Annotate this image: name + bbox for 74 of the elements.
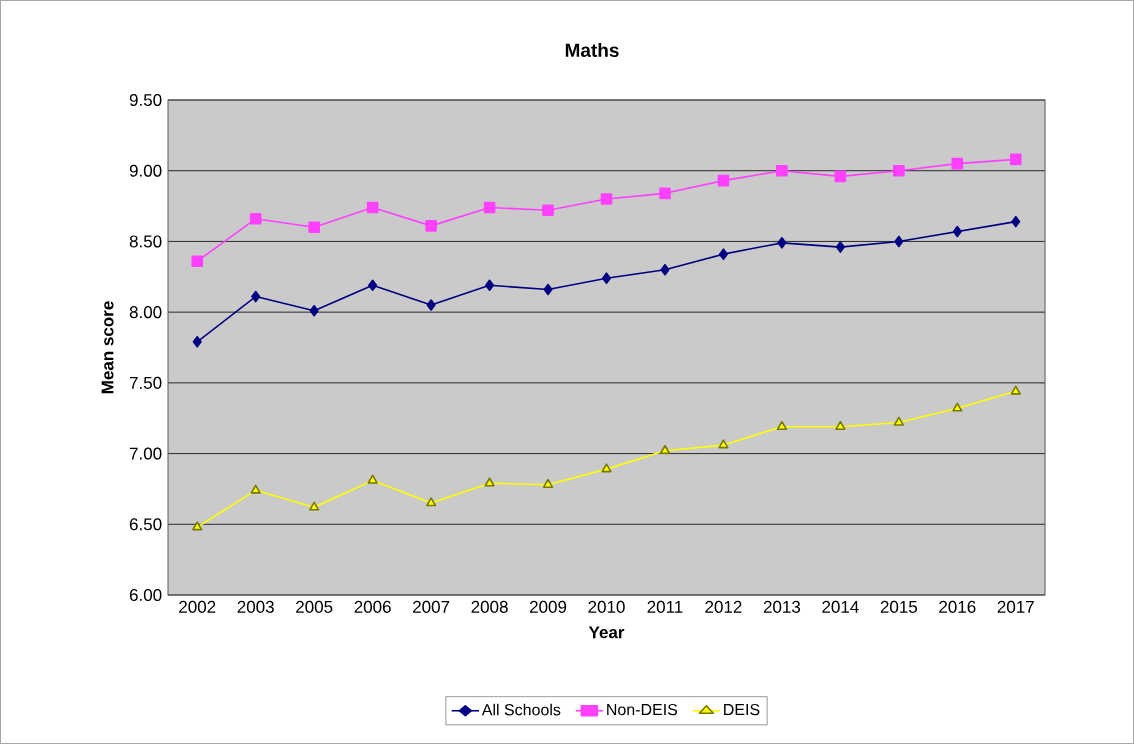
point bbox=[1010, 385, 1021, 395]
y-tick-label: 6.00 bbox=[129, 588, 162, 602]
point bbox=[309, 501, 320, 511]
point bbox=[601, 272, 612, 284]
point bbox=[543, 283, 553, 296]
y-tick-label: 9.00 bbox=[129, 164, 162, 177]
point bbox=[659, 187, 671, 200]
point bbox=[1011, 215, 1021, 228]
y-tick-label: 9.50 bbox=[129, 93, 162, 107]
x-tick-label: 2016 bbox=[939, 600, 976, 613]
x-tick-label: 2008 bbox=[471, 600, 508, 613]
point bbox=[952, 225, 962, 238]
x-tick-label: 2017 bbox=[997, 600, 1034, 613]
legend-label: Non-DEIS bbox=[607, 703, 678, 716]
x-tick-label: 2014 bbox=[822, 600, 859, 613]
x-tick-label: 2013 bbox=[763, 600, 801, 613]
point bbox=[309, 304, 319, 317]
point bbox=[718, 439, 729, 449]
point bbox=[192, 336, 202, 348]
point bbox=[192, 521, 203, 531]
point bbox=[718, 248, 728, 260]
point bbox=[425, 220, 437, 232]
y-axis-title: Mean score bbox=[101, 301, 114, 394]
point bbox=[776, 420, 788, 430]
x-tick-label: 2009 bbox=[529, 600, 567, 613]
point bbox=[367, 474, 378, 484]
y-tick-label: 7.00 bbox=[129, 447, 162, 460]
x-tick-label: 2010 bbox=[588, 600, 625, 613]
point bbox=[366, 201, 379, 214]
point bbox=[894, 235, 904, 248]
point bbox=[893, 416, 904, 426]
point bbox=[835, 241, 845, 253]
point bbox=[659, 444, 671, 455]
point bbox=[835, 420, 846, 430]
y-tick-label: 7.50 bbox=[129, 376, 162, 389]
point bbox=[952, 402, 963, 412]
point bbox=[485, 279, 495, 292]
point bbox=[251, 290, 261, 303]
y-tick-label: 6.50 bbox=[129, 518, 162, 531]
point bbox=[426, 299, 436, 311]
x-axis-title: Year bbox=[588, 626, 625, 639]
y-tick-label: 8.50 bbox=[129, 235, 162, 248]
point bbox=[191, 255, 204, 268]
x-tick-label: 2007 bbox=[413, 600, 450, 613]
point bbox=[777, 237, 787, 249]
point bbox=[1009, 153, 1022, 166]
point bbox=[250, 484, 261, 494]
point bbox=[893, 164, 905, 177]
x-tick-label: 2015 bbox=[880, 600, 918, 613]
chart-title: Maths bbox=[565, 43, 619, 57]
y-tick-label: 8.00 bbox=[129, 306, 162, 319]
x-tick-label: 2006 bbox=[354, 600, 391, 613]
point bbox=[542, 478, 554, 488]
point bbox=[951, 157, 964, 170]
legend-label: DEIS bbox=[724, 703, 760, 716]
point bbox=[834, 170, 847, 183]
point bbox=[483, 201, 496, 214]
point bbox=[601, 463, 612, 473]
x-tick-label: 2005 bbox=[296, 600, 333, 613]
point bbox=[660, 263, 670, 276]
point bbox=[542, 204, 554, 217]
point bbox=[249, 213, 262, 225]
x-tick-label: 2003 bbox=[237, 600, 274, 613]
x-tick-label: 2011 bbox=[647, 600, 683, 613]
point bbox=[308, 221, 320, 234]
point bbox=[368, 279, 378, 292]
point bbox=[717, 174, 730, 187]
legend-label: All Schools bbox=[481, 703, 561, 716]
x-tick-label: 2002 bbox=[179, 600, 216, 613]
point bbox=[425, 497, 437, 507]
point bbox=[600, 193, 613, 205]
point bbox=[776, 164, 788, 177]
point bbox=[484, 477, 495, 487]
x-tick-label: 2012 bbox=[705, 600, 742, 613]
